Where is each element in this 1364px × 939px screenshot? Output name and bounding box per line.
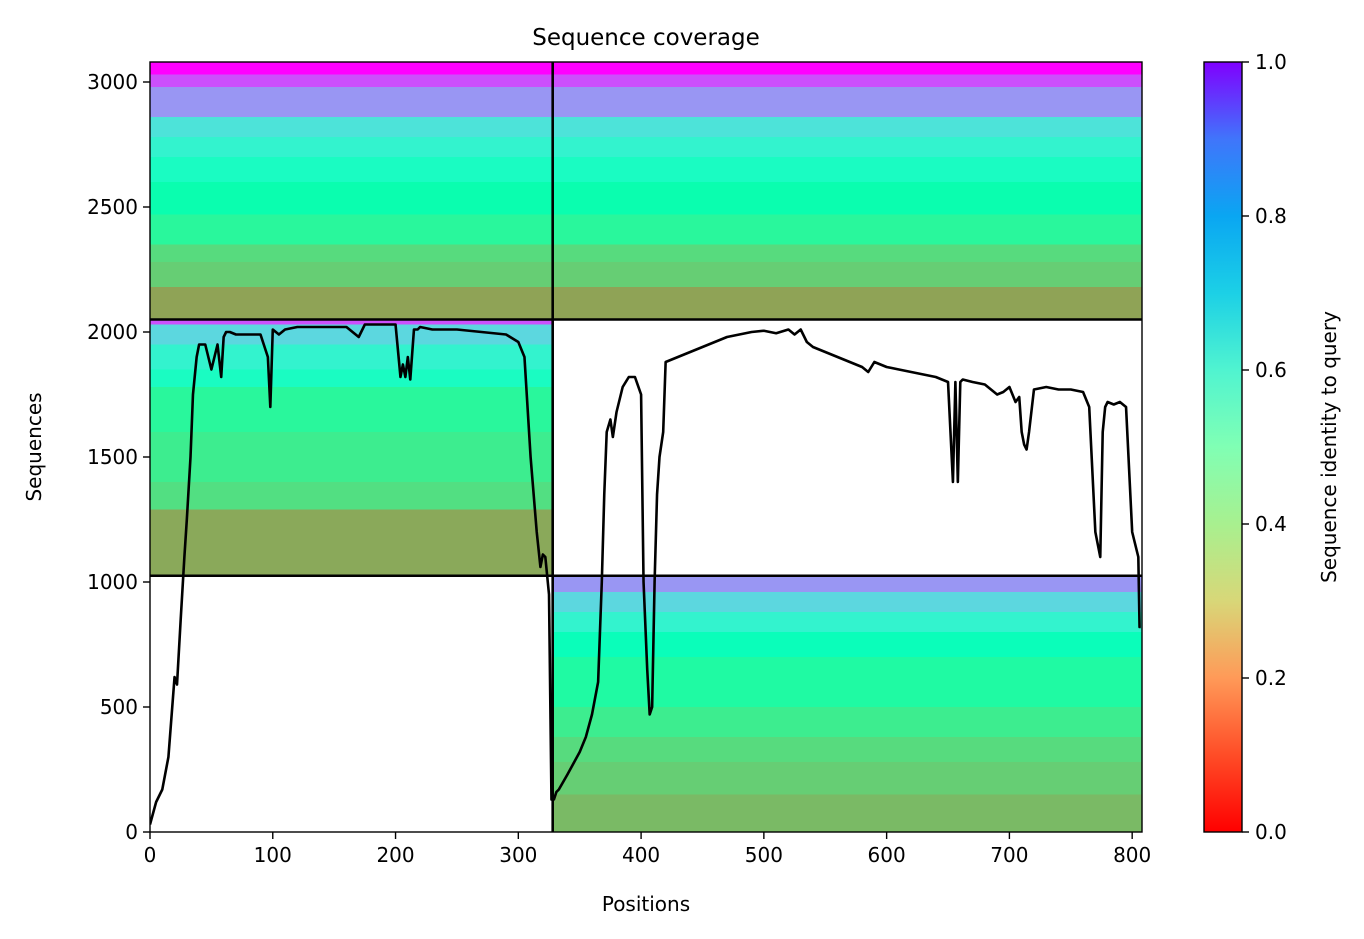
x-axis-label: Positions — [602, 892, 690, 916]
x-tick-label-600: 600 — [868, 843, 906, 867]
y-tick-label-2000: 2000 — [87, 320, 138, 344]
msa-band-paired-1 — [150, 74, 1142, 87]
msa-band-chain_A-1 — [150, 324, 553, 345]
colorbar-tick-label-0.4: 0.4 — [1255, 512, 1287, 536]
colorbar-tick-label-1.0: 1.0 — [1255, 50, 1287, 74]
msa-band-paired-2 — [150, 87, 1142, 117]
msa-heatmap — [150, 62, 1142, 832]
x-tick-label-0: 0 — [144, 843, 157, 867]
msa-band-paired-6 — [150, 182, 1142, 215]
y-tick-label-1500: 1500 — [87, 445, 138, 469]
msa-band-paired-4 — [150, 137, 1142, 157]
msa-band-chain_B-1 — [552, 592, 1142, 612]
y-axis: 0 500 1000 1500 2000 2500 3000 — [87, 70, 150, 844]
x-tick-label-300: 300 — [499, 843, 537, 867]
y-tick-label-3000: 3000 — [87, 70, 138, 94]
colorbar: 0.0 0.2 0.4 0.6 0.8 1.0 Sequence identity to … — [1203, 50, 1341, 844]
plot-frame — [149, 61, 1143, 833]
coverage-line — [150, 323, 1141, 825]
y-axis-label: Sequences — [22, 392, 46, 501]
x-tick-label-100: 100 — [254, 843, 292, 867]
msa-band-paired-5 — [150, 157, 1142, 182]
colorbar-tick-label-0.0: 0.0 — [1255, 820, 1287, 844]
msa-band-chain_B-0 — [552, 575, 1142, 592]
x-tick-label-700: 700 — [990, 843, 1028, 867]
x-tick-label-800: 800 — [1113, 843, 1151, 867]
msa-band-chain_B-8 — [552, 794, 1142, 832]
chart-title: Sequence coverage — [532, 25, 760, 51]
msa-band-chain_A-3 — [150, 369, 553, 387]
msa-band-chain_B-3 — [552, 632, 1142, 657]
colorbar-label: Sequence identity to query — [1317, 311, 1341, 583]
x-tick-label-500: 500 — [745, 843, 783, 867]
y-tick-label-500: 500 — [100, 695, 138, 719]
x-tick-label-400: 400 — [622, 843, 660, 867]
msa-band-paired-3 — [150, 117, 1142, 137]
msa-band-chain_A-4 — [150, 387, 553, 432]
msa-band-paired-10 — [150, 287, 1142, 320]
msa-band-chain_A-5 — [150, 432, 553, 482]
y-tick-label-2500: 2500 — [87, 195, 138, 219]
colorbar-ticks: 0.0 0.2 0.4 0.6 0.8 1.0 — [1242, 50, 1287, 844]
colorbar-tick-label-0.6: 0.6 — [1255, 358, 1287, 382]
colorbar-gradient — [1203, 61, 1243, 833]
y-tick-label-0: 0 — [125, 820, 138, 844]
msa-band-paired-7 — [150, 214, 1142, 245]
msa-band-chain_A-0 — [150, 319, 553, 325]
x-tick-label-200: 200 — [376, 843, 414, 867]
x-axis: 0 100 200 300 400 500 600 700 800 — [144, 832, 1151, 867]
msa-band-chain_A-7 — [150, 509, 553, 576]
y-tick-label-1000: 1000 — [87, 570, 138, 594]
colorbar-tick-label-0.2: 0.2 — [1255, 666, 1287, 690]
msa-band-chain_A-6 — [150, 482, 553, 510]
plot-area — [150, 62, 1142, 832]
msa-band-chain_B-2 — [552, 612, 1142, 632]
msa-band-paired-9 — [150, 262, 1142, 287]
msa-band-paired-0 — [150, 62, 1142, 75]
colorbar-tick-label-0.8: 0.8 — [1255, 204, 1287, 228]
msa-band-chain_B-4 — [552, 657, 1142, 707]
msa-band-paired-8 — [150, 244, 1142, 262]
msa-band-chain_B-5 — [552, 707, 1142, 737]
msa-band-chain_B-6 — [552, 737, 1142, 762]
msa-band-chain_B-7 — [552, 762, 1142, 795]
msa-block-borders — [150, 62, 1142, 832]
